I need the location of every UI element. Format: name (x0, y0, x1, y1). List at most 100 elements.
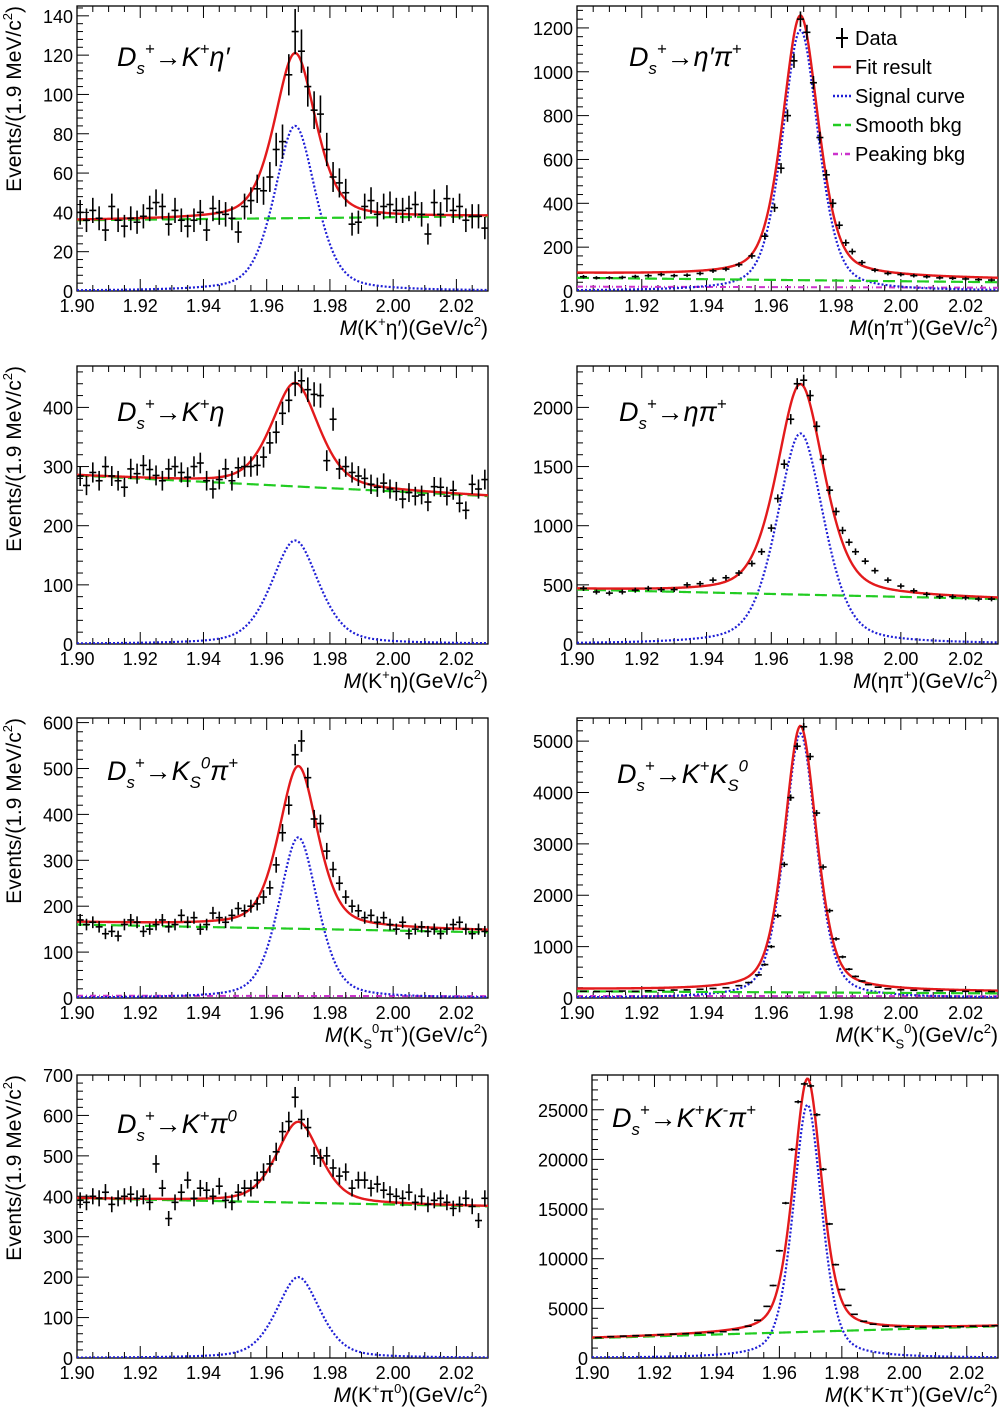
x-tick-label: 1.96 (754, 649, 789, 669)
x-axis-label: M(K+K-π+)(GeV/c2) (825, 1381, 998, 1407)
x-tick-label: 1.90 (59, 296, 94, 316)
y-tick-label: 0 (63, 1349, 73, 1369)
y-tick-label: 100 (43, 576, 73, 596)
x-tick-label: 1.96 (754, 1003, 789, 1023)
plot-area (77, 730, 488, 998)
data-points (579, 723, 996, 993)
panel-kp-ks: 1.90 1.92 1.94 1.96 1.98 2.00 2.02 0 1000 2000 300… (533, 717, 999, 1051)
data-points (579, 11, 996, 282)
x-tick-label: 1.92 (624, 649, 659, 669)
x-tick-label: 2.00 (376, 1003, 411, 1023)
x-tick-label: 1.98 (312, 1003, 347, 1023)
x-tick-label: 2.02 (948, 649, 983, 669)
x-tick-label: 2.00 (883, 296, 918, 316)
y-axis-label: Events/(1.9 MeV/c2) (0, 6, 26, 192)
plot-area (77, 8, 488, 291)
data-points (77, 730, 488, 942)
signal-curve (577, 432, 998, 644)
y-tick-label: 400 (543, 194, 573, 214)
y-tick-label: 5000 (548, 1299, 588, 1319)
y-tick-label: 15000 (538, 1200, 588, 1220)
legend-signal-label: Signal curve (855, 86, 965, 108)
data-points (77, 1086, 488, 1228)
x-tick-label: 1.94 (689, 649, 724, 669)
panel-title: Ds+→η′π+ (629, 40, 742, 78)
plot-frame (591, 1074, 999, 1359)
y-tick-label: 200 (43, 517, 73, 537)
signal-curve (577, 28, 998, 291)
y-tick-label: 800 (543, 107, 573, 127)
y-tick-label: 300 (43, 458, 73, 478)
x-tick-label: 1.98 (824, 1363, 859, 1383)
y-tick-label: 100 (43, 943, 73, 963)
x-tick-label: 1.96 (249, 1363, 284, 1383)
plot-frame (576, 717, 999, 999)
x-tick-label: 2.00 (376, 1363, 411, 1383)
y-tick-label: 1200 (533, 19, 573, 39)
x-tick-label: 1.98 (819, 649, 854, 669)
y-tick-label: 200 (543, 238, 573, 258)
plot-frame (576, 5, 999, 292)
y-tick-label: 4000 (533, 783, 573, 803)
fit-curve (577, 14, 998, 279)
x-tick-label: 1.92 (123, 1003, 158, 1023)
x-tick-label: 1.90 (559, 296, 594, 316)
panel-kp-eta: 1.90 1.92 1.94 1.96 1.98 2.00 2.02 0 100 200 300 40… (0, 365, 489, 693)
y-tick-label: 0 (63, 635, 73, 655)
plot-frame (576, 365, 999, 645)
y-tick-label: 200 (43, 897, 73, 917)
y-tick-label: 10000 (538, 1250, 588, 1270)
plot-area (592, 1077, 998, 1358)
panel-kp-pi0: 1.90 1.92 1.94 1.96 1.98 2.00 2.02 0 100 200 300 40… (0, 1066, 489, 1407)
y-tick-label: 2000 (533, 886, 573, 906)
y-axis-label: Events/(1.9 MeV/c2) (0, 1075, 26, 1261)
plot-frame (76, 717, 489, 999)
x-tick-label: 1.90 (59, 1003, 94, 1023)
panel-ks-pip: 1.90 1.92 1.94 1.96 1.98 2.00 2.02 0 100 200 300 40… (0, 714, 489, 1051)
x-axis-label: M(K+π0)(GeV/c2) (334, 1381, 488, 1407)
y-tick-label: 5000 (533, 732, 573, 752)
fit-curve (77, 1120, 488, 1208)
y-tick-label: 1000 (533, 63, 573, 83)
x-axis-label: M(K+η′)(GeV/c2) (340, 314, 488, 340)
panel-kp-etaprime: 1.90 1.92 1.94 1.96 1.98 2.00 2.02 0 20 40 60 80 100… (0, 5, 489, 340)
panel-title: Ds+→K+K-π+ (612, 1101, 756, 1139)
x-tick-label: 1.98 (819, 296, 854, 316)
smooth-bkg-curve (77, 215, 488, 222)
x-tick-label: 1.92 (123, 649, 158, 669)
x-tick-label: 2.02 (948, 296, 983, 316)
y-tick-label: 500 (43, 1147, 73, 1167)
x-tick-label: 2.02 (439, 649, 474, 669)
x-tick-label: 1.98 (312, 1363, 347, 1383)
y-tick-label: 100 (43, 85, 73, 105)
x-tick-label: 1.94 (186, 649, 221, 669)
x-tick-label: 1.92 (624, 1003, 659, 1023)
x-axis-label: M(K+η)(GeV/c2) (344, 667, 488, 693)
x-axis-label: M(K+KS0)(GeV/c2) (835, 1021, 998, 1051)
smooth-bkg-curve (77, 474, 488, 498)
y-tick-label: 0 (63, 282, 73, 302)
panel-etaprime-pip: 1.90 1.92 1.94 1.96 1.98 2.00 2.02 0 200 400 600 80… (533, 5, 999, 340)
signal-curve (592, 1103, 998, 1358)
y-tick-label: 0 (563, 635, 573, 655)
x-tick-label: 2.00 (376, 296, 411, 316)
y-tick-label: 0 (578, 1349, 588, 1369)
y-tick-label: 600 (543, 150, 573, 170)
legend-smooth-label: Smooth bkg (855, 115, 962, 137)
y-tick-label: 300 (43, 851, 73, 871)
legend-peaking-label: Peaking bkg (855, 144, 965, 166)
x-tick-label: 1.92 (624, 296, 659, 316)
y-tick-label: 400 (43, 805, 73, 825)
y-axis-label: Events/(1.9 MeV/c2) (0, 366, 26, 552)
x-tick-label: 2.00 (883, 649, 918, 669)
x-tick-label: 2.02 (439, 296, 474, 316)
y-tick-label: 20000 (538, 1150, 588, 1170)
smooth-bkg-curve (577, 276, 998, 284)
y-tick-label: 500 (543, 576, 573, 596)
y-tick-label: 200 (43, 1268, 73, 1288)
y-tick-label: 600 (43, 714, 73, 734)
y-tick-label: 400 (43, 1187, 73, 1207)
panel-title: Ds+→K+η (117, 395, 224, 433)
data-points (579, 374, 996, 602)
y-tick-label: 80 (53, 125, 73, 145)
